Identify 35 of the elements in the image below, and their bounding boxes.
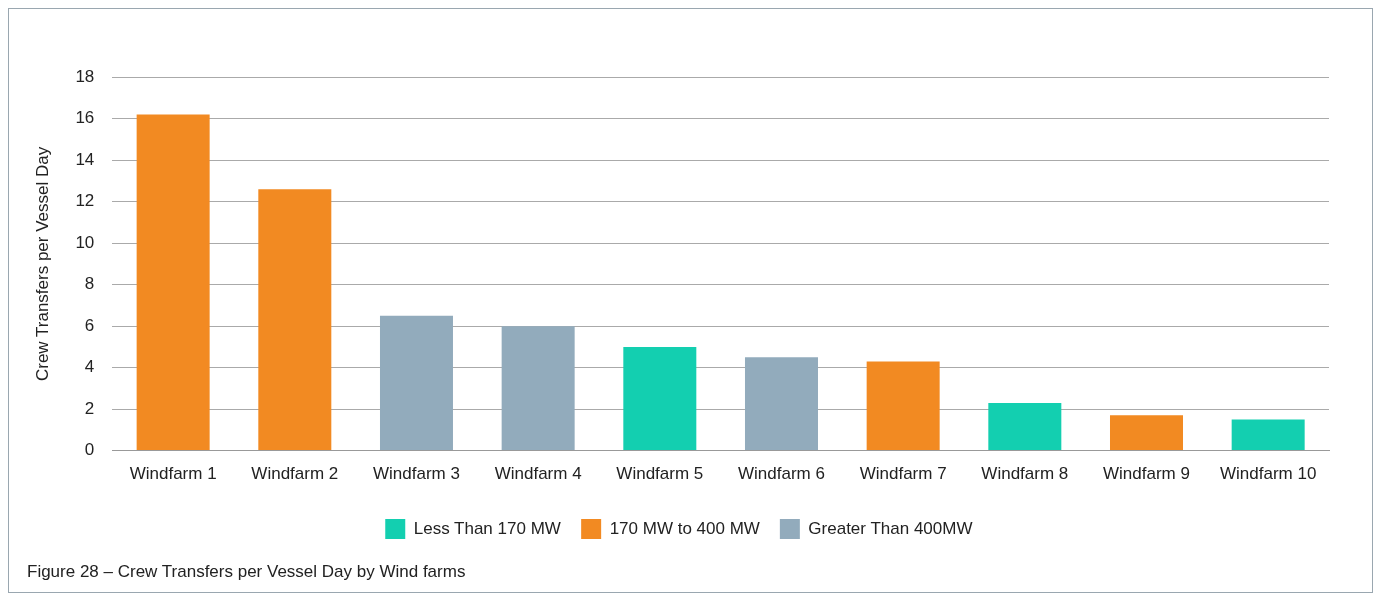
x-tick-label: Windfarm 4 bbox=[494, 464, 582, 484]
y-tick-label: 8 bbox=[84, 274, 95, 294]
x-tick-label: Windfarm 3 bbox=[373, 464, 460, 484]
y-tick-label: 10 bbox=[75, 232, 95, 252]
caption: Figure 28 – Crew Transfers per Vessel Day by Wind farms bbox=[27, 562, 466, 582]
y-tick-label: 18 bbox=[75, 66, 95, 86]
x-tick-label: Windfarm 7 bbox=[859, 464, 947, 484]
y-axis-title: Crew Transfers per Vessel Day bbox=[32, 146, 52, 382]
y-tick-label: 12 bbox=[75, 191, 95, 211]
y-tick-label: 0 bbox=[84, 440, 95, 460]
x-tick-label: Windfarm 8 bbox=[981, 464, 1069, 484]
legend-label: Less Than 170 MW bbox=[413, 518, 561, 538]
x-tick-label: Windfarm 2 bbox=[251, 464, 339, 484]
bar bbox=[379, 315, 453, 451]
legend-label: 170 MW to 400 MW bbox=[609, 518, 760, 538]
legend-label: Greater Than 400MW bbox=[808, 518, 973, 538]
bar bbox=[136, 114, 210, 451]
y-tick-label: 16 bbox=[75, 108, 95, 128]
y-tick-label: 4 bbox=[84, 357, 95, 377]
bar bbox=[501, 326, 575, 451]
y-tick-label: 6 bbox=[84, 315, 95, 335]
x-tick-label: Windfarm 9 bbox=[1103, 464, 1190, 484]
x-tick-label: Windfarm 5 bbox=[616, 464, 704, 484]
bar bbox=[744, 357, 818, 451]
y-tick-label: 2 bbox=[84, 398, 95, 418]
x-tick-label: Windfarm 10 bbox=[1219, 464, 1317, 484]
bar bbox=[623, 346, 697, 451]
x-tick-label: Windfarm 1 bbox=[129, 464, 217, 484]
bar bbox=[258, 189, 332, 451]
x-tick-label: Windfarm 6 bbox=[738, 464, 825, 484]
y-tick-label: 14 bbox=[75, 149, 95, 169]
bar bbox=[988, 402, 1062, 451]
bar bbox=[1231, 419, 1305, 451]
bar bbox=[1110, 415, 1183, 451]
bar bbox=[866, 361, 940, 451]
